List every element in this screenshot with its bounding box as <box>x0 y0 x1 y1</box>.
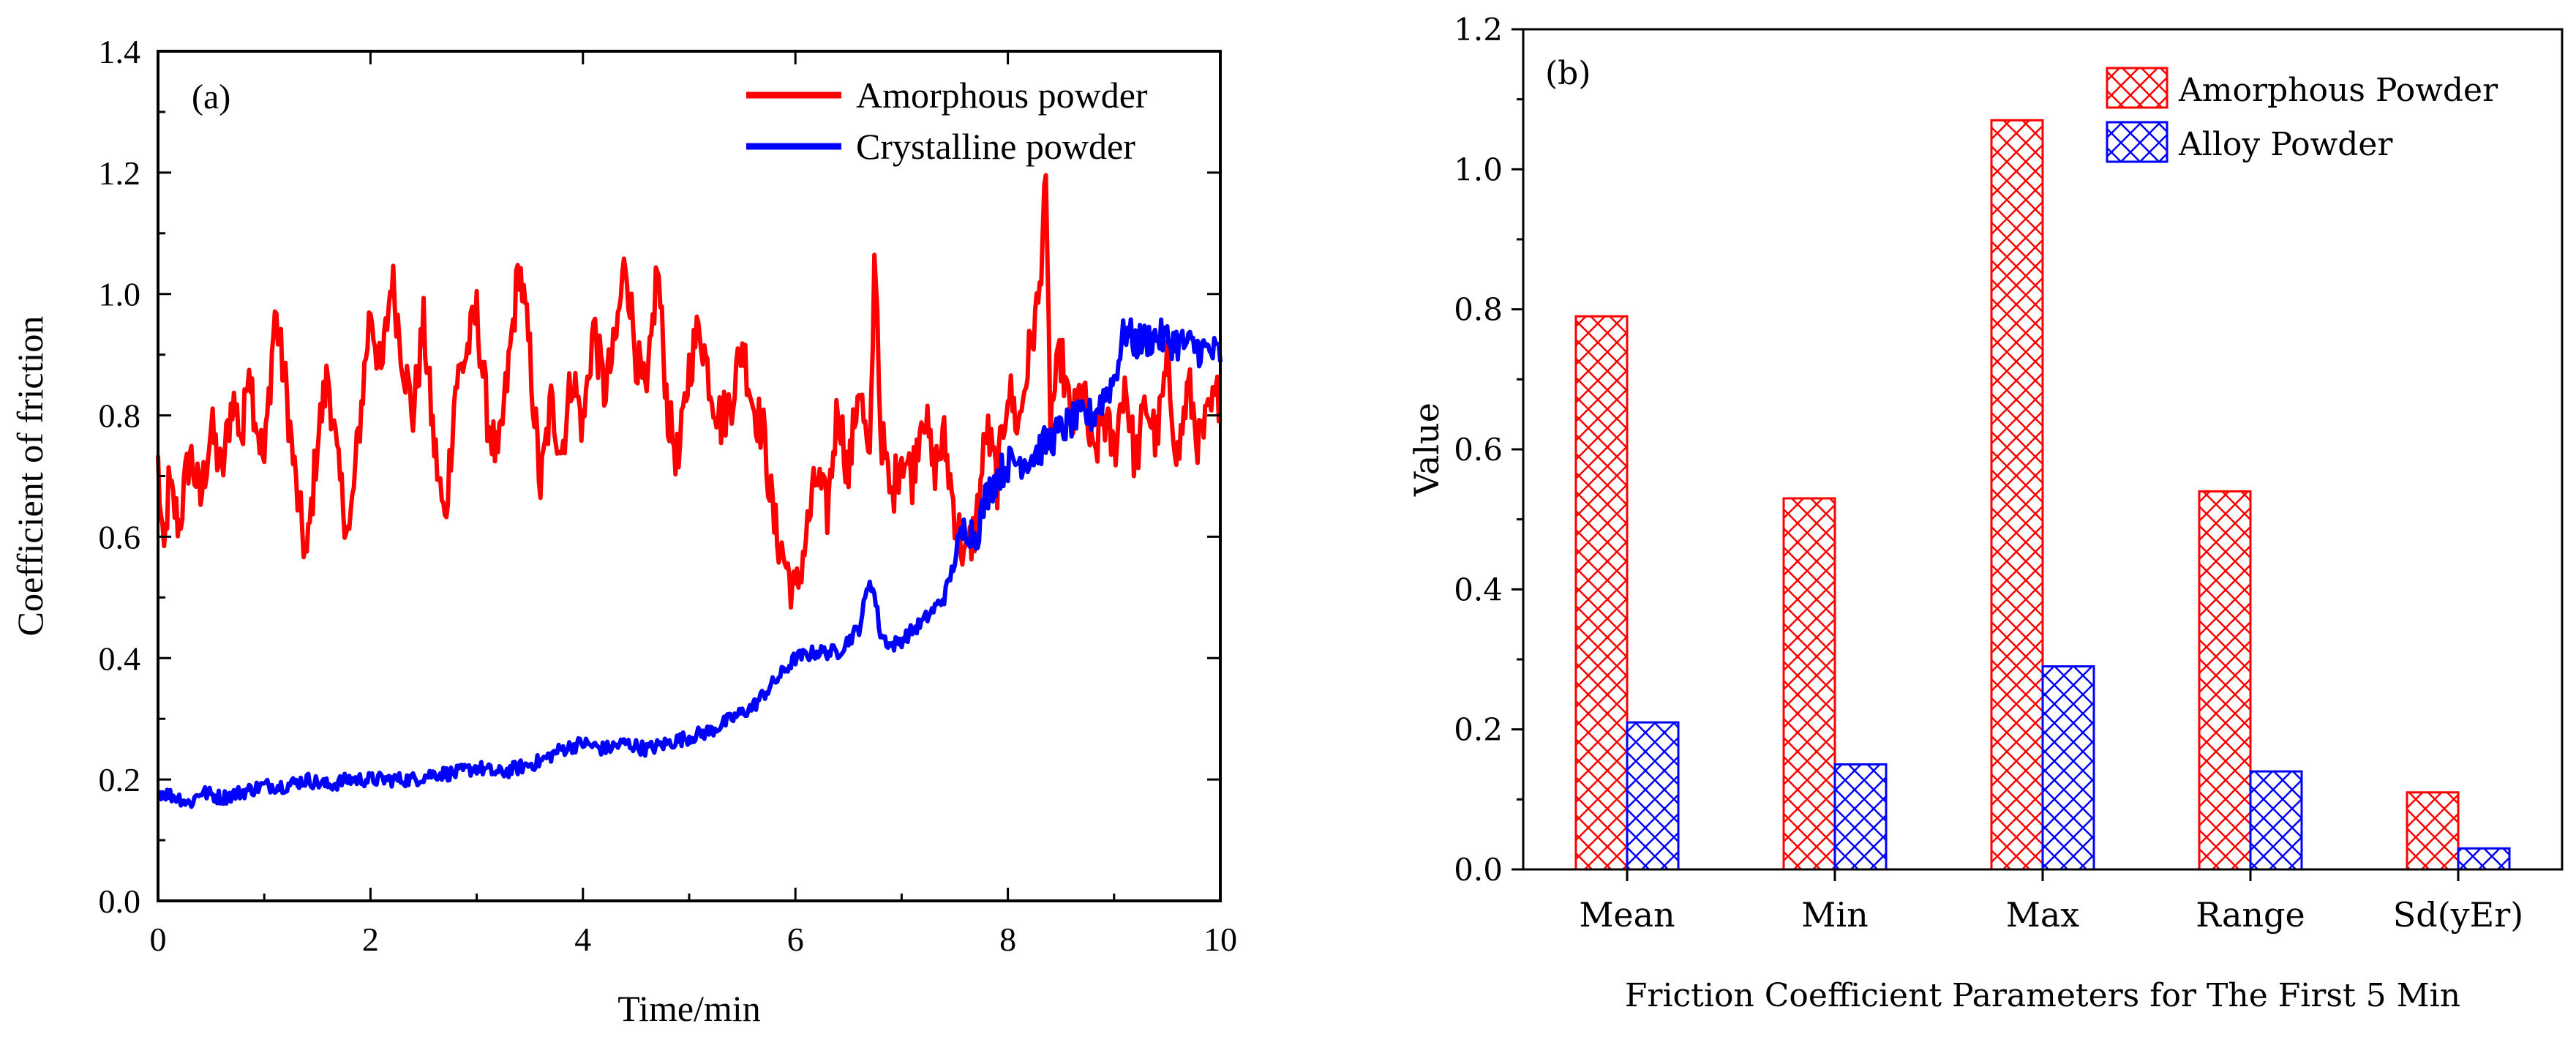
x-tick-label: 0 <box>150 921 167 958</box>
chart-b-legend: Amorphous Powder Alloy Powder <box>2106 67 2498 163</box>
y-tick-label: 0.4 <box>1454 572 1503 607</box>
y-tick-label: 1.2 <box>1454 12 1503 48</box>
bar-amorphous-powder-max <box>1990 119 2044 871</box>
category-label: Mean <box>1579 895 1675 935</box>
chart-b-panel-label: (b) <box>1545 55 1591 92</box>
y-tick-label: 0.2 <box>99 761 141 798</box>
x-tick-label: 6 <box>787 921 804 958</box>
y-tick-label: 0.8 <box>1454 292 1503 328</box>
chart-a-x-axis-label: Time/min <box>617 988 760 1029</box>
y-tick-label: 1.0 <box>1454 151 1503 187</box>
legend-label-amorphous-powder-bar: Amorphous Powder <box>2178 72 2498 109</box>
y-tick-label: 0.2 <box>1454 712 1503 748</box>
chart-a-y-axis: 0.0 0.2 0.4 0.6 0.8 1.0 1.2 1.4 <box>99 33 1220 920</box>
y-tick-label: 0.8 <box>99 397 141 435</box>
bar-amorphous-powder-mean <box>1574 315 1629 871</box>
legend-label-amorphous-powder: Amorphous powder <box>856 75 1148 116</box>
category-label: Range <box>2196 895 2305 935</box>
legend-swatch-amorphous-powder-bar <box>2106 67 2168 109</box>
chart-a: 0 2 4 6 8 10 0.0 0.2 0.4 0.6 0.8 1.0 1.2 1.4 (a) Tim… <box>10 33 1237 1029</box>
chart-b-x-axis-label: Friction Coefficient Parameters for The … <box>1625 977 2460 1014</box>
x-tick-label: 4 <box>574 921 591 958</box>
y-tick-label: 1.4 <box>99 33 141 70</box>
bar-alloy-powder-max <box>2041 665 2095 871</box>
series-line-amorphous-powder <box>156 173 1223 610</box>
x-tick-label: 8 <box>999 921 1016 958</box>
legend-label-crystalline-powder: Crystalline powder <box>856 126 1135 167</box>
bar-alloy-powder-mean <box>1626 721 1680 871</box>
chart-b-y-axis-label: Value <box>1407 403 1446 497</box>
chart-a-legend: Amorphous powder Crystalline powder <box>746 75 1148 167</box>
bar-amorphous-powder-range <box>2198 490 2252 871</box>
bar-amorphous-powder-sdyer <box>2406 791 2460 871</box>
category-label: Max <box>2006 895 2080 935</box>
bar-amorphous-powder-min <box>1782 497 1836 871</box>
category-label: Sd(yEr) <box>2393 895 2523 935</box>
series-line-crystalline-powder <box>157 317 1223 809</box>
chart-a-series-layer <box>156 173 1223 809</box>
chart-b: Mean Min Max Range Sd(yEr) 0.0 0.2 0.4 0.6 0.8 1.… <box>1407 12 2564 1014</box>
y-tick-label: 0.6 <box>1454 432 1503 468</box>
y-tick-label: 1.0 <box>99 276 141 313</box>
category-label: Min <box>1801 895 1868 935</box>
bar-alloy-powder-sdyer <box>2457 847 2511 871</box>
chart-a-panel-label: (a) <box>192 78 230 116</box>
chart-a-y-axis-label: Coefficient of friction <box>10 316 50 637</box>
x-tick-label: 10 <box>1203 921 1237 958</box>
legend-label-alloy-powder-bar: Alloy Powder <box>2178 126 2393 163</box>
bar-alloy-powder-range <box>2249 770 2303 871</box>
y-tick-label: 0.6 <box>99 518 141 555</box>
y-tick-label: 0.0 <box>1454 852 1503 888</box>
chart-b-y-axis: 0.0 0.2 0.4 0.6 0.8 1.0 1.2 <box>1454 12 1523 888</box>
chart-b-x-axis: Mean Min Max Range Sd(yEr) <box>1579 869 2523 935</box>
x-tick-label: 2 <box>362 921 379 958</box>
chart-b-bars-layer <box>1574 119 2511 871</box>
y-tick-label: 1.2 <box>99 154 141 192</box>
y-tick-label: 0.4 <box>99 640 141 677</box>
chart-a-x-axis: 0 2 4 6 8 10 <box>150 51 1237 958</box>
bar-alloy-powder-min <box>1833 763 1888 871</box>
legend-swatch-alloy-powder-bar <box>2106 121 2168 163</box>
y-tick-label: 0.0 <box>99 883 141 920</box>
